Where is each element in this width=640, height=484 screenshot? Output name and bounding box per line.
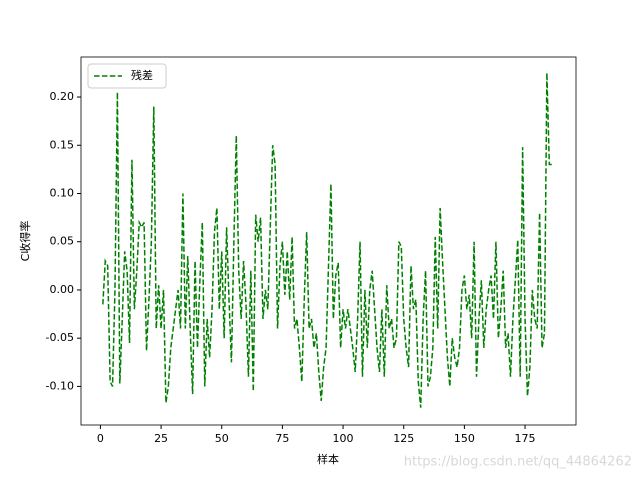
legend-box — [87, 63, 167, 89]
x-tick-label: 25 — [154, 432, 168, 445]
x-tick-label: 150 — [454, 432, 475, 445]
x-tick-label: 75 — [275, 432, 289, 445]
y-tick-label: 0.20 — [50, 90, 75, 103]
x-tick-label: 125 — [393, 432, 414, 445]
line-series — [102, 72, 552, 408]
x-tick-label: 175 — [515, 432, 536, 445]
y-tick-label: 0.05 — [50, 235, 75, 248]
y-tick-label: -0.05 — [46, 331, 74, 344]
x-axis-label: 样本 — [317, 452, 339, 466]
x-tick-label: 0 — [97, 432, 104, 445]
watermark: https://blog.csdn.net/qq_44864262 — [404, 455, 632, 470]
y-tick-label: 0.15 — [50, 138, 75, 151]
y-tick-label: 0.00 — [50, 283, 75, 296]
x-tick-label: 100 — [333, 432, 354, 445]
legend-label: 残差 — [131, 68, 153, 82]
y-axis-label: C收得率 — [18, 221, 32, 262]
x-tick-label: 50 — [215, 432, 229, 445]
y-tick-label: -0.10 — [46, 379, 74, 392]
y-tick-label: 0.10 — [50, 186, 75, 199]
axes-frame — [80, 56, 577, 426]
